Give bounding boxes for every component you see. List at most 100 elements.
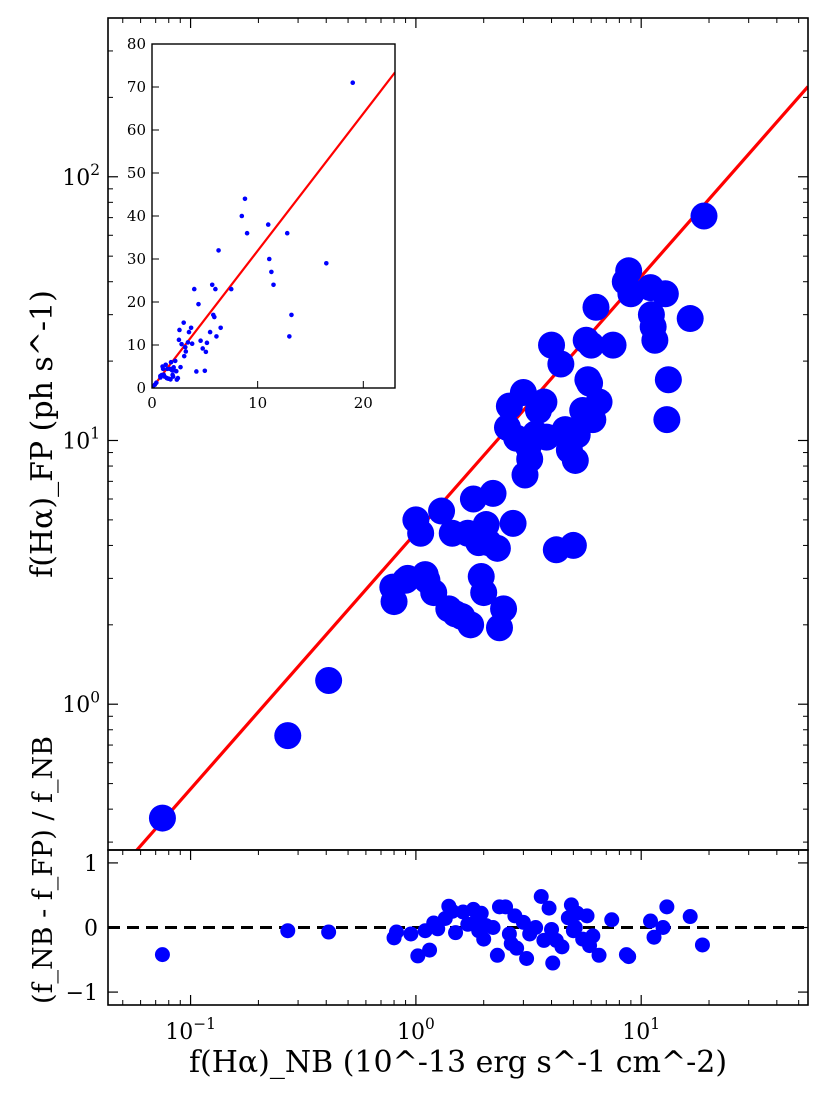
inset-point <box>177 327 182 333</box>
residual-point <box>489 947 505 963</box>
data-point <box>547 350 575 378</box>
resid-xtick-label-base: 10 <box>622 1020 650 1045</box>
inset-point <box>287 334 292 339</box>
data-point <box>585 388 613 416</box>
resid-xtick-label-base: 10 <box>165 1020 193 1045</box>
inset-point <box>174 368 179 374</box>
residual-point <box>554 939 570 955</box>
residual-y-axis-label: (f_NB - f_FP) / f_NB <box>28 736 59 1004</box>
data-point <box>561 446 589 474</box>
residual-point <box>444 903 460 919</box>
inset-point <box>271 282 276 288</box>
data-point <box>490 595 518 623</box>
main-ytick-label-base: 10 <box>62 429 90 454</box>
data-point <box>516 445 544 473</box>
inset-point <box>216 248 221 253</box>
residual-point <box>509 940 525 956</box>
residual-point <box>485 920 501 935</box>
data-point <box>148 804 176 832</box>
inset-point <box>266 256 272 262</box>
inset-point <box>181 320 186 325</box>
inset-point <box>198 338 203 344</box>
residual-point <box>321 924 337 940</box>
main-ytick-label: 100 <box>62 688 100 718</box>
main-ytick-label: 101 <box>62 425 100 455</box>
data-point <box>499 509 527 537</box>
residual-point <box>519 951 535 966</box>
residual-point <box>682 909 698 925</box>
data-point <box>470 579 498 607</box>
data-point <box>651 280 679 308</box>
residual-point <box>694 937 710 953</box>
data-point <box>599 331 627 359</box>
inset-ytick-label: 30 <box>127 250 146 268</box>
data-point <box>483 534 511 562</box>
residual-point <box>541 900 557 916</box>
inset-frame <box>151 43 396 389</box>
residual-point <box>528 920 544 935</box>
inset-fit-line <box>152 71 395 388</box>
inset-point <box>179 341 184 347</box>
residual-frame <box>107 849 809 1006</box>
inset-point <box>214 334 219 339</box>
residual-point <box>448 925 464 941</box>
resid-ytick-label: 1 <box>84 852 98 877</box>
inset-point <box>170 374 176 379</box>
inset-point <box>324 261 329 266</box>
residual-point <box>585 928 601 944</box>
main-ytick-label-exponent: 2 <box>90 161 100 179</box>
residual-point <box>646 929 662 945</box>
inset-ytick-label: 50 <box>127 164 146 182</box>
inset-point <box>186 329 192 335</box>
x-axis-label: f(Hα)_NB (10^-13 erg s^-1 cm^-2) <box>189 1045 727 1080</box>
inset-point <box>194 369 199 374</box>
inset-point <box>207 329 213 335</box>
data-point <box>457 611 485 639</box>
residual-point <box>536 932 552 948</box>
inset-point <box>176 337 182 343</box>
residual-point <box>410 948 426 964</box>
resid-xtick-label: 100 <box>397 1015 435 1045</box>
inset-ytick-label: 40 <box>127 207 146 225</box>
inset-xtick-label: 10 <box>248 394 267 412</box>
residual-point <box>655 920 671 935</box>
inset-point <box>265 222 271 227</box>
inset-point <box>185 340 191 345</box>
residual-point <box>621 949 637 965</box>
inset-ytick-label: 0 <box>136 379 146 397</box>
residual-point <box>567 920 583 935</box>
residual-point <box>591 947 607 963</box>
data-point <box>582 293 610 321</box>
residual-point <box>533 889 549 904</box>
inset-point <box>350 80 356 85</box>
residual-point <box>280 923 296 939</box>
residual-point <box>473 905 489 921</box>
inset-point <box>188 325 194 331</box>
data-point <box>615 257 643 285</box>
residual-point <box>604 912 620 928</box>
resid-xtick-label-exponent: −1 <box>193 1015 216 1033</box>
data-point <box>274 722 302 750</box>
inset-panel: 0 10 20 0 10 20 30 40 50 60 70 80 <box>127 35 396 412</box>
residual-point <box>643 913 659 929</box>
residual-panel: 10−1 100 101−101 <box>66 849 809 1045</box>
inset-point <box>242 196 248 202</box>
main-ytick-label-exponent: 0 <box>90 688 100 706</box>
residual-point <box>403 926 419 942</box>
inset-point <box>160 366 166 372</box>
inset-xtick-label: 20 <box>354 394 373 412</box>
inset-point <box>178 364 183 370</box>
inset-point <box>202 368 208 374</box>
inset-point <box>228 286 234 292</box>
inset-point <box>196 301 201 307</box>
inset-ytick-label: 10 <box>127 336 146 354</box>
data-point <box>577 331 605 359</box>
inset-point <box>183 349 189 354</box>
residual-point <box>659 899 675 915</box>
inset-point <box>182 344 188 350</box>
data-point <box>641 326 669 354</box>
inset-point <box>189 341 195 347</box>
main-ytick-label-exponent: 1 <box>90 425 100 443</box>
inset-point <box>204 340 210 346</box>
